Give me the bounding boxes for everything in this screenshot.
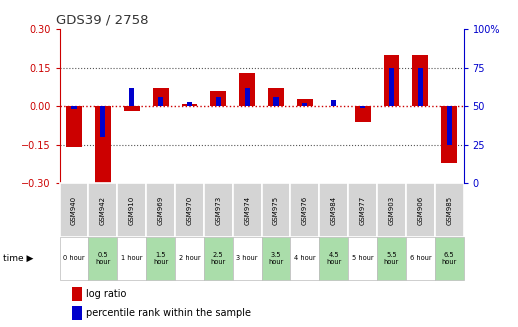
Bar [389, 68, 394, 106]
Text: 5 hour: 5 hour [352, 255, 373, 261]
Bar [60, 237, 89, 280]
Bar [435, 237, 464, 280]
Bar [210, 91, 226, 106]
Bar [215, 97, 221, 106]
Bar [129, 88, 134, 106]
Text: log ratio: log ratio [86, 289, 126, 299]
Text: 6 hour: 6 hour [410, 255, 431, 261]
Bar [303, 103, 308, 106]
Bar [89, 183, 117, 237]
Text: 4 hour: 4 hour [294, 255, 315, 261]
Bar [447, 106, 452, 145]
Bar [412, 55, 428, 106]
Text: GSM969: GSM969 [157, 196, 164, 225]
Bar [274, 97, 279, 106]
Text: GSM910: GSM910 [128, 196, 135, 225]
Text: time ▶: time ▶ [3, 254, 33, 263]
Bar [117, 183, 146, 237]
Text: 0.5
hour: 0.5 hour [95, 252, 110, 265]
Bar [100, 106, 106, 137]
Bar [291, 237, 319, 280]
Bar [117, 237, 146, 280]
Bar [60, 183, 89, 237]
Text: GSM985: GSM985 [446, 196, 452, 225]
Bar [146, 237, 175, 280]
Text: 2.5
hour: 2.5 hour [211, 252, 226, 265]
Bar [319, 183, 348, 237]
Text: 1.5
hour: 1.5 hour [153, 252, 168, 265]
Bar [297, 99, 313, 106]
Bar [124, 106, 140, 112]
Text: GSM974: GSM974 [244, 196, 250, 225]
Bar [95, 106, 111, 188]
Bar [71, 106, 77, 109]
Bar [377, 237, 406, 280]
Bar [383, 55, 399, 106]
Text: GSM970: GSM970 [186, 196, 193, 225]
Bar [319, 237, 348, 280]
Text: GDS39 / 2758: GDS39 / 2758 [55, 14, 148, 27]
Text: GSM940: GSM940 [71, 196, 77, 225]
Bar [239, 73, 255, 106]
Bar [89, 237, 117, 280]
Bar [435, 183, 464, 237]
Text: 4.5
hour: 4.5 hour [326, 252, 341, 265]
Bar [406, 237, 435, 280]
Bar [355, 106, 370, 122]
Bar [348, 237, 377, 280]
Bar [71, 287, 82, 301]
Bar [187, 102, 192, 106]
Bar [204, 183, 233, 237]
Bar [153, 88, 168, 106]
Text: 6.5
hour: 6.5 hour [441, 252, 457, 265]
Bar [268, 88, 284, 106]
Bar [158, 97, 163, 106]
Text: 3 hour: 3 hour [236, 255, 258, 261]
Text: 3.5
hour: 3.5 hour [268, 252, 284, 265]
Bar [66, 106, 82, 147]
Bar [175, 237, 204, 280]
Bar [291, 183, 319, 237]
Bar [348, 183, 377, 237]
Text: GSM984: GSM984 [330, 196, 337, 225]
Text: GSM906: GSM906 [418, 196, 423, 225]
Bar [262, 183, 291, 237]
Text: 5.5
hour: 5.5 hour [384, 252, 399, 265]
Bar [244, 88, 250, 106]
Bar [233, 183, 262, 237]
Bar [71, 306, 82, 320]
Text: GSM903: GSM903 [388, 196, 395, 225]
Bar [181, 104, 197, 106]
Text: percentile rank within the sample: percentile rank within the sample [86, 308, 251, 318]
Bar [262, 237, 291, 280]
Text: 1 hour: 1 hour [121, 255, 142, 261]
Text: 0 hour: 0 hour [63, 255, 85, 261]
Bar [441, 106, 457, 163]
Text: GSM977: GSM977 [359, 196, 366, 225]
Text: GSM975: GSM975 [273, 196, 279, 225]
Bar [406, 183, 435, 237]
Text: GSM976: GSM976 [302, 196, 308, 225]
Bar [204, 237, 233, 280]
Bar [360, 106, 365, 108]
Bar [418, 68, 423, 106]
Text: 2 hour: 2 hour [179, 255, 200, 261]
Bar [331, 100, 336, 106]
Text: GSM973: GSM973 [215, 196, 221, 225]
Bar [175, 183, 204, 237]
Text: GSM942: GSM942 [100, 196, 106, 225]
Bar [146, 183, 175, 237]
Bar [377, 183, 406, 237]
Bar [233, 237, 262, 280]
